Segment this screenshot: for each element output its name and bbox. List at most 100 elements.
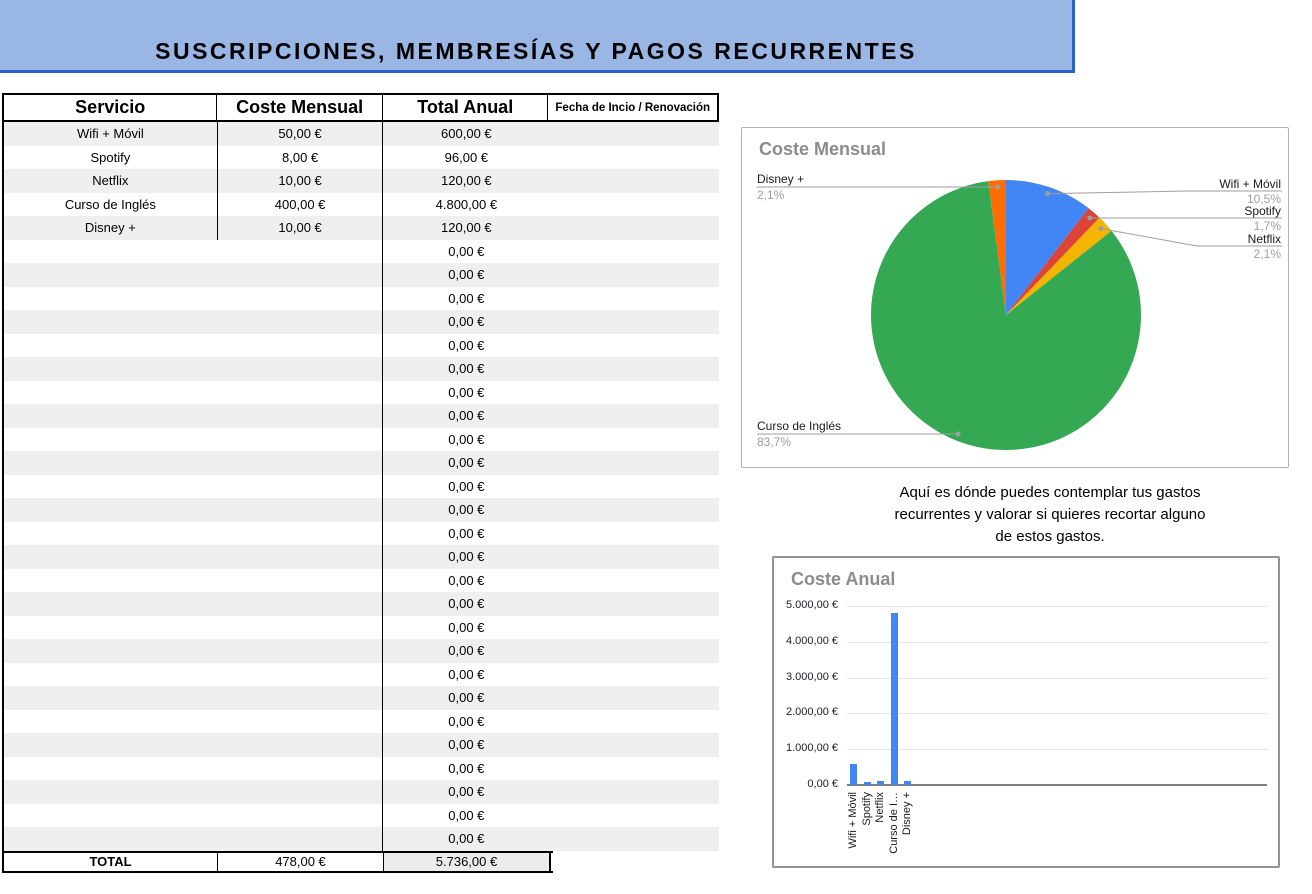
cell-fecha[interactable] xyxy=(549,663,719,687)
cell-coste-mensual[interactable] xyxy=(218,404,384,428)
cell-coste-mensual[interactable] xyxy=(218,451,384,475)
cell-coste-mensual[interactable] xyxy=(218,827,384,851)
cell-total-anual[interactable]: 0,00 € xyxy=(448,690,485,705)
cell-fecha[interactable] xyxy=(549,310,719,334)
cell-fecha[interactable] xyxy=(549,757,719,781)
cell-servicio[interactable] xyxy=(4,498,218,522)
cell-fecha[interactable] xyxy=(549,122,719,146)
cell-fecha[interactable] xyxy=(549,498,719,522)
bar-chart-coste-anual[interactable]: Coste Anual 0,00 € 1.000,00 € 2.000,00 € 3.… xyxy=(772,556,1280,868)
cell-servicio[interactable] xyxy=(4,334,218,358)
cell-coste-mensual[interactable]: 50,00 € xyxy=(218,122,384,146)
cell-servicio[interactable]: Wifi + Móvil xyxy=(4,122,218,146)
cell-servicio[interactable]: Netflix xyxy=(4,169,218,193)
cell-coste-mensual[interactable] xyxy=(218,286,384,310)
cell-fecha[interactable] xyxy=(549,592,719,616)
cell-coste-mensual[interactable] xyxy=(218,427,384,451)
cell-total-anual[interactable]: 0,00 € xyxy=(448,525,485,541)
cell-fecha[interactable] xyxy=(549,263,719,287)
cell-fecha[interactable] xyxy=(549,616,719,640)
cell-servicio[interactable] xyxy=(4,569,218,593)
cell-total-anual[interactable]: 0,00 € xyxy=(448,361,485,376)
cell-fecha[interactable] xyxy=(549,287,719,311)
cell-coste-mensual[interactable] xyxy=(218,380,384,404)
cell-fecha[interactable] xyxy=(549,193,719,217)
cell-fecha[interactable] xyxy=(549,522,719,546)
cell-coste-mensual[interactable] xyxy=(218,521,384,545)
cell-fecha[interactable] xyxy=(549,334,719,358)
cell-fecha[interactable] xyxy=(549,545,719,569)
cell-fecha[interactable] xyxy=(549,639,719,663)
cell-coste-mensual[interactable]: 8,00 € xyxy=(218,145,384,169)
cell-total-anual[interactable]: 0,00 € xyxy=(448,314,485,329)
cell-servicio[interactable] xyxy=(4,804,218,828)
cell-total-anual[interactable]: 0,00 € xyxy=(448,713,485,729)
cell-total-anual[interactable]: 4.800,00 € xyxy=(435,196,498,212)
cell-coste-mensual[interactable] xyxy=(218,686,384,710)
cell-coste-mensual[interactable] xyxy=(218,639,384,663)
cell-coste-mensual[interactable]: 400,00 € xyxy=(218,192,384,216)
cell-total-anual[interactable]: 0,00 € xyxy=(448,337,485,353)
cell-servicio[interactable] xyxy=(4,475,218,499)
cell-total-anual[interactable]: 0,00 € xyxy=(448,384,485,400)
cell-fecha[interactable] xyxy=(549,475,719,499)
cell-fecha[interactable] xyxy=(549,146,719,170)
cell-fecha[interactable] xyxy=(549,780,719,804)
cell-total-anual[interactable]: 0,00 € xyxy=(448,784,485,799)
pie-chart-coste-mensual[interactable]: Coste Mensual Wifi + Móvil 10,5% Spotify 1,… xyxy=(741,127,1289,468)
cell-servicio[interactable]: Curso de Inglés xyxy=(4,192,218,216)
cell-fecha[interactable] xyxy=(549,804,719,828)
cell-total-anual[interactable]: 0,00 € xyxy=(448,549,485,564)
cell-servicio[interactable] xyxy=(4,827,218,851)
cell-coste-mensual[interactable] xyxy=(218,333,384,357)
cell-servicio[interactable] xyxy=(4,710,218,734)
cell-coste-mensual[interactable] xyxy=(218,498,384,522)
cell-servicio[interactable] xyxy=(4,428,218,452)
cell-servicio[interactable] xyxy=(4,663,218,687)
cell-servicio[interactable] xyxy=(4,780,218,804)
total-coste-mensual[interactable]: 478,00 € xyxy=(218,852,384,871)
cell-servicio[interactable] xyxy=(4,639,218,663)
cell-total-anual[interactable]: 0,00 € xyxy=(448,737,485,752)
cell-coste-mensual[interactable] xyxy=(218,310,384,334)
cell-servicio[interactable] xyxy=(4,757,218,781)
total-anual[interactable]: 5.736,00 € xyxy=(384,852,551,871)
cell-total-anual[interactable]: 0,00 € xyxy=(448,619,485,635)
cell-fecha[interactable] xyxy=(549,169,719,193)
cell-total-anual[interactable]: 120,00 € xyxy=(441,173,492,188)
cell-servicio[interactable] xyxy=(4,357,218,381)
cell-coste-mensual[interactable] xyxy=(218,803,384,827)
cell-servicio[interactable] xyxy=(4,522,218,546)
header-coste-mensual[interactable]: Coste Mensual xyxy=(217,95,383,120)
cell-fecha[interactable] xyxy=(549,686,719,710)
cell-servicio[interactable] xyxy=(4,451,218,475)
cell-fecha[interactable] xyxy=(549,404,719,428)
cell-total-anual[interactable]: 0,00 € xyxy=(448,596,485,611)
cell-total-anual[interactable]: 0,00 € xyxy=(448,267,485,282)
cell-coste-mensual[interactable] xyxy=(218,263,384,287)
cell-coste-mensual[interactable] xyxy=(218,615,384,639)
header-servicio[interactable]: Servicio xyxy=(4,95,218,120)
cell-servicio[interactable] xyxy=(4,310,218,334)
cell-fecha[interactable] xyxy=(549,216,719,240)
cell-total-anual[interactable]: 0,00 € xyxy=(448,666,485,682)
cell-servicio[interactable]: Disney + xyxy=(4,216,218,240)
cell-total-anual[interactable]: 600,00 € xyxy=(441,126,492,141)
cell-coste-mensual[interactable] xyxy=(218,545,384,569)
cell-fecha[interactable] xyxy=(549,827,719,851)
cell-total-anual[interactable]: 0,00 € xyxy=(448,807,485,823)
cell-coste-mensual[interactable] xyxy=(218,733,384,757)
cell-servicio[interactable] xyxy=(4,686,218,710)
cell-servicio[interactable]: Spotify xyxy=(4,145,218,169)
cell-servicio[interactable] xyxy=(4,733,218,757)
cell-total-anual[interactable]: 0,00 € xyxy=(448,760,485,776)
cell-total-anual[interactable]: 0,00 € xyxy=(448,408,485,423)
cell-fecha[interactable] xyxy=(549,357,719,381)
cell-fecha[interactable] xyxy=(549,710,719,734)
cell-coste-mensual[interactable]: 10,00 € xyxy=(218,216,384,240)
cell-coste-mensual[interactable] xyxy=(218,756,384,780)
cell-total-anual[interactable]: 0,00 € xyxy=(448,243,485,259)
cell-total-anual[interactable]: 0,00 € xyxy=(448,502,485,517)
cell-servicio[interactable] xyxy=(4,287,218,311)
cell-coste-mensual[interactable] xyxy=(218,592,384,616)
